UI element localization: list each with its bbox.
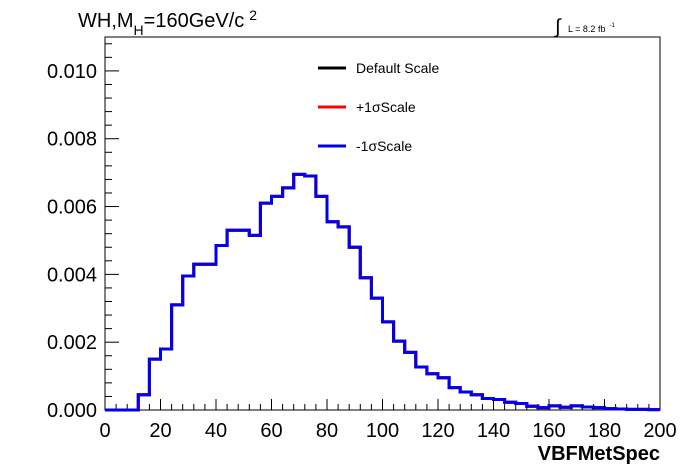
plot-frame [104, 36, 661, 411]
luminosity-text: L = 8.2 fb [568, 24, 605, 34]
series-line-3 [105, 172, 660, 412]
y-tick-label: 0.000 [47, 400, 97, 422]
luminosity-superscript: -1 [609, 23, 615, 29]
legend: Default Scale +1σScale -1σScale [318, 60, 439, 154]
y-tick-label: 0.008 [47, 129, 97, 151]
luminosity-integral-symbol: ∫ [554, 16, 562, 38]
title-subscript: H [134, 22, 144, 38]
series-line-1 [105, 172, 660, 412]
x-tick-label: 0 [99, 420, 110, 442]
title-prefix: WH,M [78, 10, 134, 32]
x-tick-label: 100 [366, 420, 399, 442]
x-tick-label: 180 [588, 420, 621, 442]
y-tick-label: 0.006 [47, 197, 97, 219]
y-tick-label: 0.004 [47, 264, 97, 286]
y-tick-label: 0.010 [47, 61, 97, 83]
legend-label-3: -1σScale [356, 138, 412, 154]
y-tick-label: 0.002 [47, 332, 97, 354]
x-tick-label: 120 [421, 420, 454, 442]
axes-group: 0 20 40 60 80 100 120 140 160 180 200 0.000 0.002 0.0… [47, 43, 677, 442]
legend-label-2: +1σScale [356, 99, 416, 115]
title-superscript: 2 [249, 7, 257, 23]
x-tick-label: 40 [205, 420, 227, 442]
x-tick-label: 160 [532, 420, 565, 442]
series-layer [105, 172, 660, 412]
x-tick-label: 20 [149, 420, 171, 442]
chart-title: WH,MH=160GeV/c 2 [78, 7, 257, 38]
x-axis-label: VBFMetSpec [538, 443, 660, 465]
x-tick-label: 80 [316, 420, 338, 442]
x-tick-label: 140 [477, 420, 510, 442]
x-tick-label: 60 [260, 420, 282, 442]
luminosity-label: L = 8.2 fb -1 [568, 23, 615, 34]
series-line-2 [105, 172, 660, 412]
legend-label-1: Default Scale [356, 60, 439, 76]
x-tick-label: 200 [643, 420, 676, 442]
title-value: =160GeV/c [144, 10, 245, 32]
